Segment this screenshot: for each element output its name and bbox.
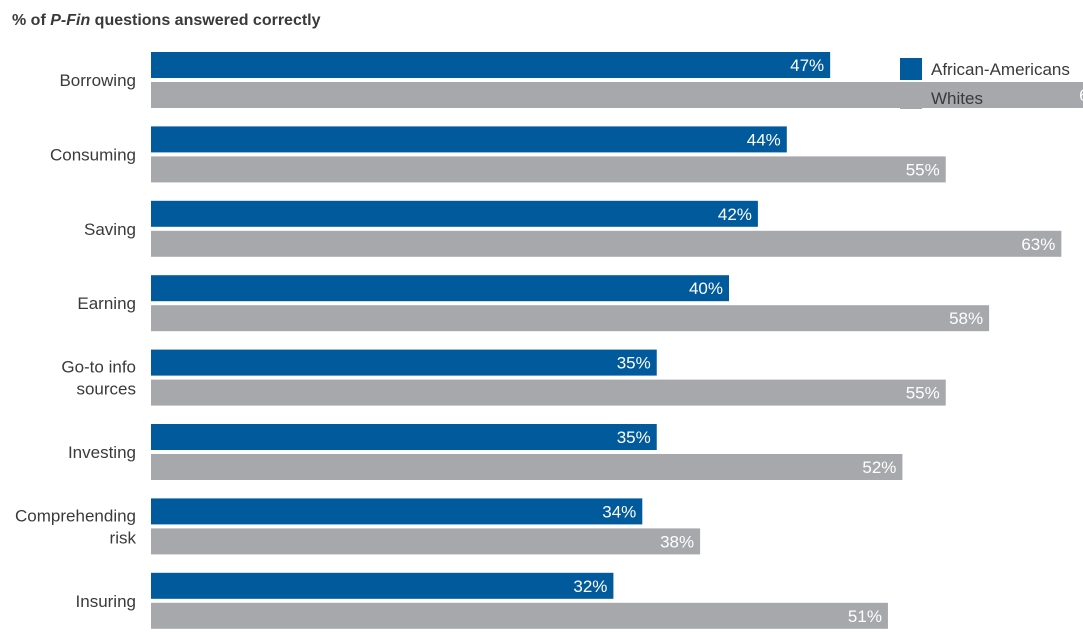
bar-whites-5 <box>151 454 903 480</box>
data-label-african-americans-3: 40% <box>689 279 723 298</box>
bar-african-americans-2 <box>151 200 758 227</box>
data-label-african-americans-7: 32% <box>573 577 607 596</box>
category-label-line: Borrowing <box>59 71 136 90</box>
category-label-2: Saving <box>84 220 136 239</box>
bar-group-0: 47% 67% Borrowing <box>59 52 1083 108</box>
category-label-0: Borrowing <box>59 71 136 90</box>
data-label-african-americans-0: 47% <box>790 56 824 75</box>
category-label-line: Saving <box>84 220 136 239</box>
data-label-whites-4: 55% <box>906 384 940 403</box>
category-label-line: sources <box>76 380 136 399</box>
data-label-african-americans-4: 35% <box>617 354 651 373</box>
bar-whites-7 <box>151 602 888 629</box>
bar-african-americans-0 <box>151 52 831 78</box>
category-label-line: Insuring <box>76 592 136 611</box>
data-label-whites-1: 55% <box>906 160 940 179</box>
data-label-african-americans-6: 34% <box>602 502 636 521</box>
bar-african-americans-7 <box>151 572 614 599</box>
category-label-1: Consuming <box>50 145 136 164</box>
category-label-5: Investing <box>68 443 136 462</box>
bar-group-5: 35% 52% Investing <box>68 424 903 480</box>
bar-group-3: 40% 58% Earning <box>77 275 990 332</box>
data-label-whites-7: 51% <box>848 607 882 626</box>
bar-group-6: 34% 38% Comprehending risk <box>15 498 701 555</box>
bar-african-americans-4 <box>151 349 657 376</box>
bar-whites-4 <box>151 379 946 406</box>
data-label-african-americans-5: 35% <box>617 428 651 447</box>
chart-title-part-1: P-Fin <box>50 12 90 29</box>
data-label-african-americans-1: 44% <box>747 130 781 149</box>
data-label-whites-0: 67% <box>1079 86 1083 105</box>
chart-title: % of P-Fin questions answered correctly <box>12 12 321 29</box>
bars-layer: 47% 67% Borrowing 44% 55% Consuming 42% 63% Savi… <box>15 52 1083 629</box>
bar-african-americans-1 <box>151 126 787 153</box>
category-label-line: Earning <box>77 294 136 313</box>
bar-group-1: 44% 55% Consuming <box>50 126 946 183</box>
bar-african-americans-5 <box>151 424 657 450</box>
legend-swatch-whites <box>900 87 922 109</box>
legend-label-whites: Whites <box>931 89 983 108</box>
bar-group-4: 35% 55% Go-to info sources <box>61 349 946 406</box>
chart-title-part-2: questions answered correctly <box>90 12 320 29</box>
data-label-whites-6: 38% <box>660 532 694 551</box>
bar-whites-6 <box>151 528 701 555</box>
bar-group-2: 42% 63% Saving <box>84 200 1062 257</box>
bar-whites-1 <box>151 156 946 183</box>
chart-title-part-0: % of <box>12 12 50 29</box>
bar-african-americans-3 <box>151 275 729 302</box>
bar-whites-0 <box>151 82 1083 108</box>
bar-whites-3 <box>151 305 990 332</box>
category-label-line: Go-to info <box>61 358 136 377</box>
bar-whites-2 <box>151 230 1062 257</box>
bar-group-7: 32% 51% Insuring <box>76 572 888 629</box>
legend-swatch-african-americans <box>900 58 922 80</box>
data-label-african-americans-2: 42% <box>718 205 752 224</box>
category-label-line: Comprehending <box>15 506 136 525</box>
legend: African-Americans Whites <box>900 58 1070 109</box>
legend-label-african-americans: African-Americans <box>931 60 1070 79</box>
bar-african-americans-6 <box>151 498 643 525</box>
category-label-4: Go-to info sources <box>61 358 136 399</box>
category-label-6: Comprehending risk <box>15 506 136 547</box>
data-label-whites-3: 58% <box>949 309 983 328</box>
data-label-whites-5: 52% <box>862 458 896 477</box>
category-label-line: risk <box>110 528 137 547</box>
category-label-line: Investing <box>68 443 136 462</box>
data-label-whites-2: 63% <box>1021 235 1055 254</box>
category-label-7: Insuring <box>76 592 136 611</box>
category-label-line: Consuming <box>50 145 136 164</box>
category-label-3: Earning <box>77 294 136 313</box>
